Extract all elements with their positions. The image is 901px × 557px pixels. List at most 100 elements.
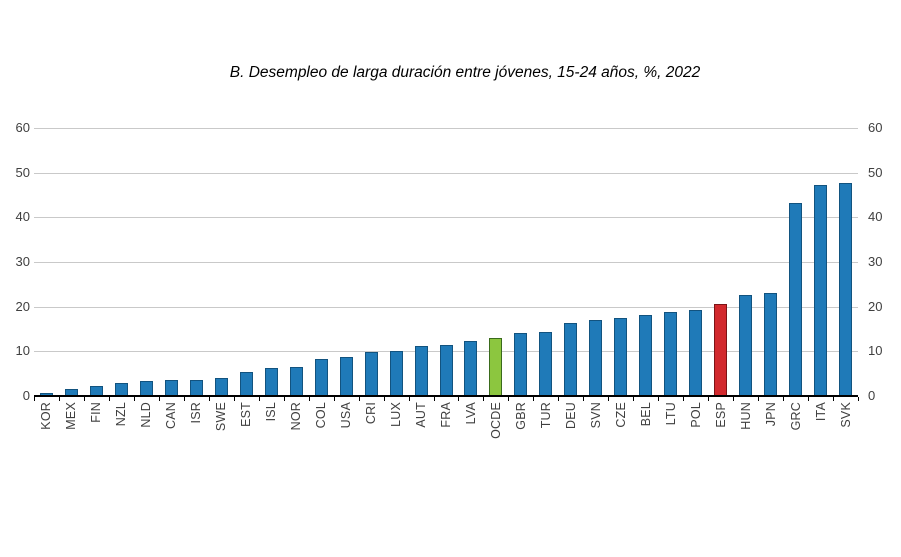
x-axis-tick <box>34 396 35 401</box>
y-axis-label-left-10: 10 <box>15 343 30 359</box>
y-axis-label-left-50: 50 <box>15 164 30 180</box>
x-label-NOR: NOR <box>289 402 304 431</box>
x-axis-tick <box>683 396 685 401</box>
x-axis-tick <box>83 396 85 401</box>
x-axis-line <box>34 395 858 397</box>
gridline-30 <box>34 262 858 263</box>
x-axis-tick <box>858 396 859 401</box>
bar-CRI <box>364 352 378 396</box>
x-axis-tick <box>158 396 160 401</box>
x-label-NZL: NZL <box>114 402 129 427</box>
gridline-50 <box>34 172 858 174</box>
gridline-60 <box>34 128 858 129</box>
bar-GBR <box>514 333 528 396</box>
bar-OCDE <box>489 338 503 396</box>
x-label-DEU: DEU <box>563 402 578 429</box>
x-label-ITA: ITA <box>813 402 828 422</box>
x-axis-tick <box>408 396 410 401</box>
y-axis-label-left-30: 30 <box>15 254 30 269</box>
y-axis-label-right-40: 40 <box>868 209 883 225</box>
x-label-BEL: BEL <box>638 402 653 427</box>
bar-CZE <box>614 318 628 396</box>
x-axis-tick <box>808 396 810 401</box>
x-axis-tick <box>483 396 485 401</box>
y-axis-label-left-0: 0 <box>22 388 30 403</box>
y-axis-label-right-0: 0 <box>868 388 876 403</box>
x-label-HUN: HUN <box>738 402 753 430</box>
bar-AUT <box>414 346 428 396</box>
bar-DEU <box>564 323 578 396</box>
x-axis-tick <box>233 396 235 401</box>
x-axis-tick <box>183 396 185 401</box>
x-label-CRI: CRI <box>364 402 379 425</box>
bar-COL <box>314 359 328 396</box>
bar-USA <box>339 357 353 396</box>
x-axis-tick <box>733 396 735 401</box>
x-label-KOR: KOR <box>39 402 54 430</box>
bar-SVK <box>839 183 852 396</box>
bar-POL <box>689 310 703 396</box>
x-label-COL: COL <box>314 402 329 429</box>
x-label-AUT: AUT <box>414 402 429 428</box>
x-axis-tick <box>333 396 335 401</box>
gridline-40 <box>34 217 858 219</box>
x-label-LTU: LTU <box>663 402 678 426</box>
bar-JPN <box>764 293 778 396</box>
y-axis-label-right-60: 60 <box>868 120 883 135</box>
x-axis-tick <box>458 396 460 401</box>
x-label-ISR: ISR <box>189 402 204 424</box>
x-axis-tick <box>133 396 135 401</box>
x-label-TUR: TUR <box>538 402 553 429</box>
x-axis-tick <box>633 396 635 401</box>
x-label-NLD: NLD <box>139 402 154 428</box>
x-label-LVA: LVA <box>463 402 478 425</box>
y-axis-label-right-10: 10 <box>868 343 883 359</box>
x-label-OCDE: OCDE <box>488 402 503 439</box>
x-label-LUX: LUX <box>389 402 404 427</box>
x-axis-tick <box>508 396 510 401</box>
y-axis-label-right-50: 50 <box>868 164 883 180</box>
y-axis-label-left-20: 20 <box>15 298 30 314</box>
bar-GRC <box>789 203 803 396</box>
x-axis-tick <box>108 396 110 401</box>
x-label-ESP: ESP <box>713 402 728 428</box>
chart-title: B. Desempleo de larga duración entre jóv… <box>229 64 701 81</box>
bar-ISR <box>189 380 203 396</box>
x-axis-tick <box>283 396 285 401</box>
x-axis-tick <box>708 396 710 401</box>
x-label-USA: USA <box>339 402 354 429</box>
x-label-CZE: CZE <box>613 402 628 428</box>
x-axis-tick <box>433 396 435 401</box>
x-label-MEX: MEX <box>64 402 79 430</box>
x-label-FRA: FRA <box>439 402 453 428</box>
x-label-GBR: GBR <box>513 402 528 430</box>
bar-TUR <box>539 332 553 396</box>
y-axis-label-left-40: 40 <box>15 209 30 225</box>
x-label-EST: EST <box>239 402 254 427</box>
x-label-JPN: JPN <box>763 402 778 427</box>
x-axis-tick <box>383 396 385 401</box>
x-axis-tick <box>783 396 785 401</box>
bar-NOR <box>289 367 303 396</box>
x-label-GRC: GRC <box>788 402 803 431</box>
x-label-SWE: SWE <box>214 402 229 432</box>
bar-LTU <box>664 312 678 396</box>
x-axis-tick <box>258 396 260 401</box>
bar-ITA <box>814 185 828 396</box>
gridline-20 <box>34 306 858 308</box>
x-label-CAN: CAN <box>164 402 179 429</box>
bar-LVA <box>464 341 478 396</box>
x-axis-tick <box>608 396 610 401</box>
x-axis-tick <box>358 396 360 401</box>
y-axis-label-left-60: 60 <box>15 120 30 135</box>
x-axis-tick <box>58 396 60 401</box>
bar-FRA <box>439 345 453 396</box>
bar-ISL <box>264 368 278 396</box>
bar-HUN <box>739 295 753 396</box>
bar-CAN <box>164 380 178 396</box>
bar-NLD <box>139 381 153 396</box>
x-axis-tick <box>533 396 535 401</box>
x-label-FIN: FIN <box>89 402 104 423</box>
x-axis-tick <box>833 396 835 401</box>
